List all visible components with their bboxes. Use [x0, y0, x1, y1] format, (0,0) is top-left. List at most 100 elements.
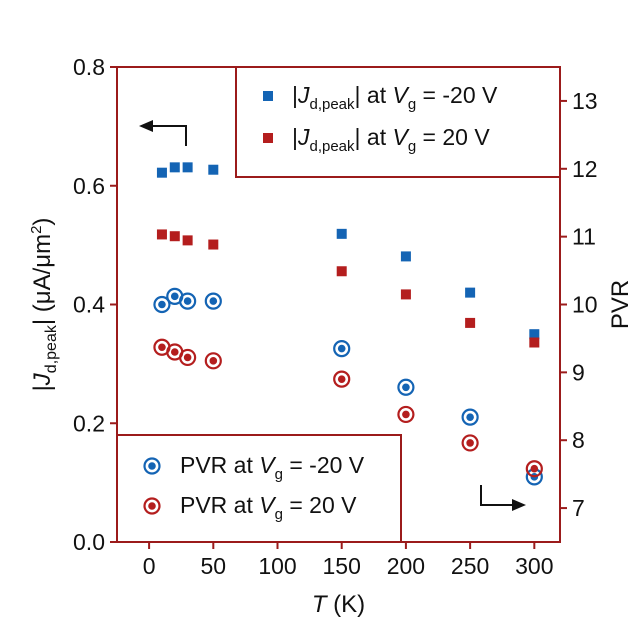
data-point: [333, 370, 351, 388]
x-tick-label: 150: [323, 553, 361, 579]
marker-dot: [209, 297, 218, 305]
legend-marker: [263, 133, 273, 143]
legend-entry: |Jd,peak| at Vg = -20 V: [292, 82, 498, 113]
data-point: [204, 352, 222, 370]
marker-ring: [397, 405, 415, 424]
legend-sub: g: [275, 506, 283, 523]
y-tick-label: 0.4: [73, 292, 105, 318]
marker-dot: [170, 348, 179, 356]
y2-axis-label: PVR: [607, 280, 634, 329]
data-point: [461, 408, 479, 426]
data-point: [169, 162, 180, 173]
data-point: [397, 405, 415, 424]
legend-text: | at: [355, 82, 393, 108]
marker-dot: [148, 462, 156, 470]
y-axis-text: ): [29, 218, 56, 226]
legend-sub: d,peak: [309, 138, 355, 155]
y-axis-text: | (μA/μm: [29, 234, 56, 325]
arrow-head: [512, 499, 526, 511]
marker-dot: [158, 343, 166, 352]
data-point: [400, 251, 411, 262]
marker-ring: [461, 408, 479, 426]
legend-var: V: [259, 452, 277, 478]
data-point: [465, 287, 476, 298]
y2-tick-label: 9: [572, 359, 585, 385]
data-point: [529, 337, 540, 348]
legend-bottom-left: [116, 434, 402, 543]
y-tick-label: 0.2: [73, 410, 105, 436]
legend-text: |: [292, 124, 298, 150]
x-tick-label: 0: [143, 553, 156, 579]
y2-tick-label: 7: [572, 495, 585, 521]
x-axis-var: T: [312, 591, 329, 618]
legend-entry: PVR at Vg = 20 V: [180, 492, 357, 523]
data-point: [525, 460, 543, 478]
x-tick-label: 200: [387, 553, 425, 579]
right-arrow-icon: [480, 485, 526, 511]
marker-dot: [170, 292, 179, 301]
data-point: [208, 164, 219, 175]
marker-dot: [530, 464, 539, 473]
data-point: [397, 378, 415, 396]
legend-text: = -20 V: [283, 452, 365, 478]
y-axis-var: J: [29, 372, 56, 386]
y-tick-label: 0.0: [73, 529, 105, 555]
legend-text: | at: [355, 124, 393, 150]
x-tick-label: 300: [515, 553, 553, 579]
data-point: [169, 231, 180, 242]
data-point: [208, 239, 219, 250]
data-point: [204, 292, 222, 310]
marker-ring: [397, 378, 415, 396]
y2-tick-label: 10: [572, 292, 598, 318]
data-point: [156, 167, 167, 178]
legend-marker: [143, 457, 161, 475]
legend-marker: [143, 497, 161, 515]
marker-ring: [179, 292, 197, 310]
series-1: [156, 229, 540, 348]
legend-entry: |Jd,peak| at Vg = 20 V: [292, 124, 490, 155]
marker-dot: [402, 383, 410, 392]
marker-ring: [333, 340, 351, 358]
y-tick-label: 0.8: [73, 54, 105, 80]
y-axis-text: |: [29, 385, 56, 391]
x-axis-unit: (K): [327, 591, 366, 618]
data-point: [465, 317, 476, 328]
y2-tick-label: 12: [572, 156, 598, 182]
y2-tick-label: 13: [572, 88, 598, 114]
axis-arrows: [139, 120, 526, 511]
arrow-line: [480, 485, 515, 506]
legend-top-right: [235, 66, 561, 178]
series-0: [156, 162, 540, 340]
marker-ring: [333, 370, 351, 388]
legend-sub: g: [408, 96, 416, 113]
legend-var: J: [297, 124, 310, 150]
data-point: [336, 228, 347, 239]
y-axis-sup: 2: [28, 226, 45, 234]
legend-text: = 20 V: [283, 492, 357, 518]
data-point: [182, 235, 193, 246]
data-point: [156, 229, 167, 240]
x-tick-label: 50: [201, 553, 227, 579]
x-axis-label: T (K): [312, 591, 365, 618]
marker-dot: [158, 300, 166, 309]
marker-dot: [466, 413, 474, 421]
legend-text: PVR at: [180, 452, 259, 478]
legends: |Jd,peak| at Vg = -20 V|Jd,peak| at Vg =…: [116, 66, 561, 543]
legend-var: J: [297, 82, 310, 108]
data-marks: [153, 162, 543, 486]
series-2: [153, 287, 543, 486]
y-tick-label: 0.6: [73, 173, 105, 199]
marker-dot: [337, 344, 346, 353]
data-point: [179, 292, 197, 310]
marker-dot: [337, 375, 346, 383]
axis-labels: T (K) |Jd,peak| (μA/μm2) PVR: [28, 218, 634, 618]
series-3: [153, 338, 543, 478]
marker-ring: [143, 457, 161, 475]
y2-tick-label: 11: [572, 224, 596, 250]
legend-var: V: [392, 124, 410, 150]
y-axis-label: |Jd,peak| (μA/μm2): [28, 218, 60, 392]
marker-ring: [461, 434, 479, 452]
data-point: [182, 162, 193, 173]
marker-ring: [204, 292, 222, 310]
